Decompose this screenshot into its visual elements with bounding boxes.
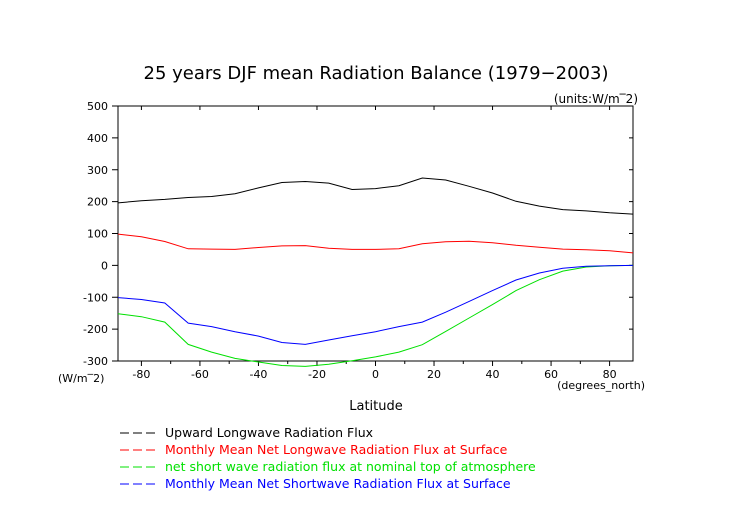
- x-tick-label: -60: [191, 368, 209, 381]
- y-tick-label: 0: [101, 259, 108, 272]
- plot-frame: [117, 105, 634, 362]
- legend-label: Upward Longwave Radiation Flux: [165, 425, 373, 440]
- x-tick-label: 80: [603, 368, 617, 381]
- y-tick-label: -200: [83, 323, 108, 336]
- y-tick-label: 200: [87, 196, 108, 209]
- x-tick-label: 20: [427, 368, 441, 381]
- x-tick-label: -20: [308, 368, 326, 381]
- series-line-2: [117, 264, 634, 367]
- y-tick-label: -100: [83, 291, 108, 304]
- x-tick-label: 60: [544, 368, 558, 381]
- chart-title: 25 years DJF mean Radiation Balance (197…: [144, 63, 609, 84]
- x-tick-label: -40: [249, 368, 267, 381]
- legend-label: net short wave radiation flux at nominal…: [165, 459, 536, 474]
- units-note: (units:W/m‾2): [554, 92, 638, 106]
- y-tick-label: 100: [87, 228, 108, 241]
- y-tick-label: 300: [87, 164, 108, 177]
- y-tick-label: -300: [83, 355, 108, 368]
- series-line-1: [117, 233, 634, 254]
- y-tick-label: 400: [87, 132, 108, 145]
- x-axis-label: Latitude: [349, 399, 403, 414]
- x-tick-label: 0: [372, 368, 379, 381]
- x-tick-label: 40: [486, 368, 500, 381]
- legend-label: Monthly Mean Net Shortwave Radiation Flu…: [165, 476, 511, 491]
- x-tick-label: -80: [132, 368, 150, 381]
- series-line-3: [117, 264, 634, 345]
- x-unit-label: (degrees_north): [557, 379, 645, 392]
- y-unit-label: (W/m‾2): [58, 372, 104, 385]
- legend-label: Monthly Mean Net Longwave Radiation Flux…: [165, 442, 508, 457]
- y-tick-label: 500: [87, 100, 108, 113]
- series-line-0: [117, 177, 634, 215]
